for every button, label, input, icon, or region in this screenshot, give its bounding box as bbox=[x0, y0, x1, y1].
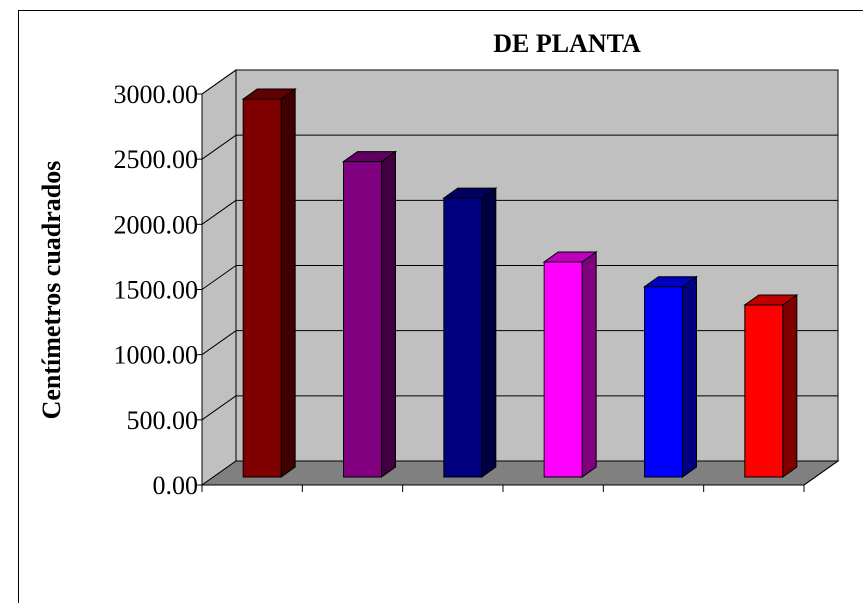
bar-side bbox=[381, 150, 396, 478]
floor-edge bbox=[803, 460, 839, 486]
gridline-side bbox=[201, 395, 237, 421]
y-tick-label: 2500.00 bbox=[114, 145, 199, 174]
bar bbox=[343, 161, 382, 478]
bar bbox=[443, 197, 483, 478]
y-tick-label: 1000.00 bbox=[114, 341, 199, 370]
bar-side bbox=[481, 187, 497, 478]
gridline-side bbox=[201, 330, 237, 356]
y-axis-label: Centímetros cuadrados bbox=[37, 161, 66, 420]
bar-side bbox=[581, 250, 597, 478]
y-tick-label: 3000.00 bbox=[114, 80, 199, 109]
chart-title: DE PLANTA bbox=[493, 29, 641, 58]
y-tick-label: 0.00 bbox=[153, 471, 199, 500]
bar-side bbox=[782, 293, 798, 478]
plot-area: 0.00 500.00 1000.00 1500.00 2000.00 2500.00 30… bbox=[114, 69, 840, 500]
y-tick-label: 2000.00 bbox=[114, 210, 199, 239]
y-tick-label: 1500.00 bbox=[114, 276, 199, 305]
gridline-side bbox=[201, 69, 237, 95]
floor bbox=[200, 460, 840, 486]
gridline-side bbox=[201, 134, 237, 160]
y-tick-label: 500.00 bbox=[127, 406, 199, 435]
bar bbox=[242, 98, 282, 478]
bar bbox=[744, 304, 784, 478]
bar-side bbox=[280, 88, 296, 478]
chart-frame bbox=[18, 10, 863, 603]
bar bbox=[543, 261, 583, 478]
gridline-side bbox=[201, 199, 237, 225]
bar bbox=[644, 286, 683, 478]
gridline-side bbox=[201, 265, 237, 290]
bar-side bbox=[682, 275, 697, 478]
